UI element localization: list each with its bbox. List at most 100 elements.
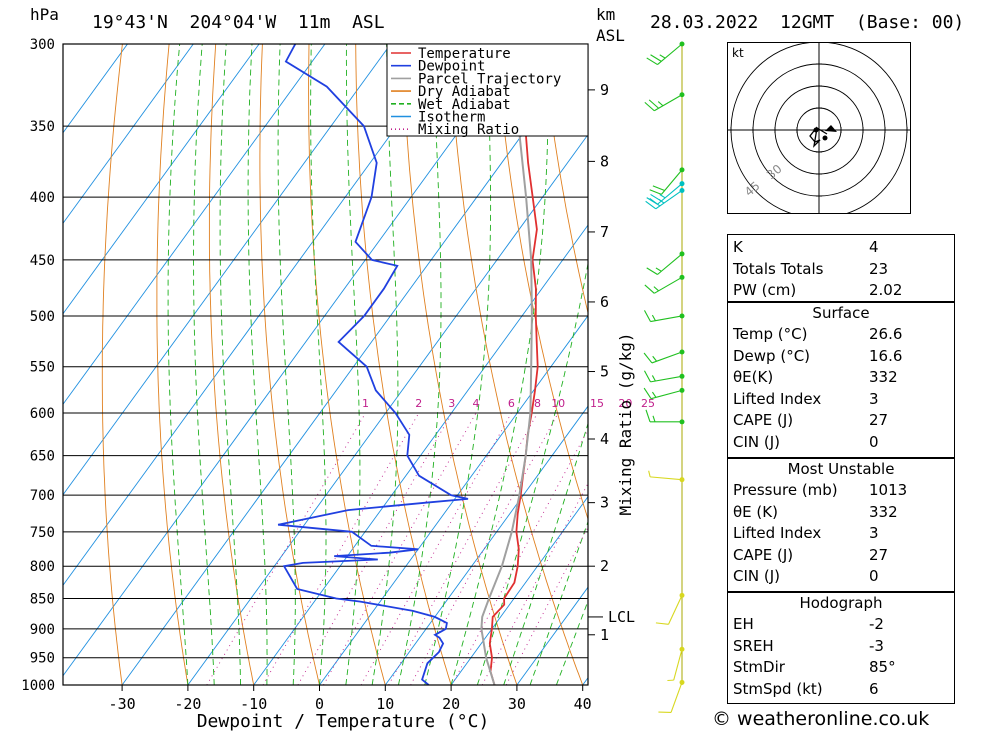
isotherm-line xyxy=(63,44,260,315)
pressure-tick-label: 400 xyxy=(30,190,55,206)
wind-barb xyxy=(645,409,685,425)
mixing-ratio-line xyxy=(410,412,559,685)
mixing-ratio-axis-title: Mixing Ratio (g/kg) xyxy=(616,332,635,515)
index-label: StmDir xyxy=(733,658,785,676)
wind-barb xyxy=(644,274,685,294)
profile-lines xyxy=(277,44,539,685)
index-row: Temp (°C) 26.6 xyxy=(728,324,954,346)
wind-barb xyxy=(643,370,685,383)
legend-item: Isotherm xyxy=(418,110,485,126)
indices-surface: Surface Temp (°C) 26.6 Dewp (°C) 16.6 θE(K) 33… xyxy=(727,302,955,458)
height-tick-label: 1 xyxy=(600,626,609,644)
index-value: 0 xyxy=(869,567,879,585)
indices-general: K 4 Totals Totals 23 PW (cm) 2.02 xyxy=(727,234,955,302)
wet-adiabat-line xyxy=(371,44,399,685)
index-label: StmSpd (kt) xyxy=(733,679,823,698)
indices-section-title: Hodograph xyxy=(799,594,883,612)
index-value: -2 xyxy=(869,615,884,633)
mixing-ratio-label: 15 xyxy=(590,397,604,410)
pressure-tick-label: 350 xyxy=(30,119,55,135)
isotherm-line xyxy=(384,405,588,685)
asl-unit: ASL xyxy=(596,26,625,45)
dry-adiabat-line xyxy=(401,44,518,685)
index-row: StmSpd (kt) 6 xyxy=(728,679,954,701)
pressure-tick-label: 600 xyxy=(30,406,55,422)
index-value: 4 xyxy=(869,238,879,256)
index-label: θE (K) xyxy=(733,502,778,521)
index-label: EH xyxy=(733,615,754,633)
index-row: θE (K) 332 xyxy=(728,502,954,524)
dry-adiabat-line xyxy=(962,44,1000,685)
pressure-tick-label: 750 xyxy=(30,525,55,541)
index-label: SREH xyxy=(733,636,774,655)
index-row: PW (cm) 2.02 xyxy=(728,280,954,302)
isotherm-line xyxy=(187,133,588,685)
index-value: 85° xyxy=(869,658,896,676)
height-tick-label: 4 xyxy=(600,430,609,448)
plot-frame xyxy=(62,43,589,686)
wet-adiabat-line xyxy=(167,44,189,685)
height-tick-label: 7 xyxy=(600,223,609,241)
index-row: Lifted Index 3 xyxy=(728,389,954,411)
dry-adiabat-line xyxy=(448,44,584,685)
mixing-ratio-line xyxy=(451,428,588,685)
isotherm-line xyxy=(63,44,194,225)
wind-barb-column xyxy=(643,41,685,713)
wet-adiabat-line xyxy=(450,44,549,685)
index-row: Lifted Index 3 xyxy=(728,523,954,545)
pressure-tick-label: 500 xyxy=(30,309,55,325)
hodograph-point xyxy=(822,135,828,141)
dry-adiabat-line xyxy=(101,44,123,685)
legend-item: Dry Adiabat xyxy=(418,84,511,100)
pressure-tick-label: 850 xyxy=(30,591,55,607)
lcl-label: LCL xyxy=(608,608,635,626)
wind-barb xyxy=(655,592,685,625)
isotherm-line xyxy=(63,44,128,134)
index-value: 3 xyxy=(869,524,879,542)
mixing-ratio-labels: 1 2 3 4 6 8 10 15 20 25 xyxy=(362,397,655,410)
temperature-tick-label: -10 xyxy=(240,695,267,713)
mixing-ratio-label: 6 xyxy=(508,397,515,410)
wet-adiabat-line xyxy=(503,421,588,685)
isotherm-line xyxy=(253,224,588,685)
isotherm-line xyxy=(63,44,523,677)
index-value: 6 xyxy=(869,679,879,698)
mixing-ratio-line xyxy=(323,412,477,685)
index-label: Totals Totals xyxy=(733,259,824,278)
legend-box xyxy=(386,43,589,137)
parcel-trajectory xyxy=(480,44,533,685)
indices-hodograph: Hodograph EH -2 SREH -3 StmDir 85° StmSpd (kt) 6 xyxy=(727,592,955,704)
index-value: 27 xyxy=(869,545,889,564)
pressure-tick-label: 1000 xyxy=(21,678,55,694)
index-label: CIN (J) xyxy=(733,432,781,451)
index-label: PW (cm) xyxy=(733,281,797,299)
index-value: 26.6 xyxy=(869,325,903,343)
index-row: CIN (J) 0 xyxy=(728,566,954,588)
index-value: 332 xyxy=(869,502,898,521)
height-tick-label: 3 xyxy=(600,494,609,512)
isotherm-line xyxy=(63,44,326,406)
index-row: StmDir 85° xyxy=(728,657,954,679)
index-row: Pressure (mb) 1013 xyxy=(728,480,954,502)
pressure-tick-label: 650 xyxy=(30,449,55,465)
index-value: 332 xyxy=(869,368,898,386)
index-label: Lifted Index xyxy=(733,389,822,408)
pressure-tick-label: 300 xyxy=(30,37,55,53)
index-row: EH -2 xyxy=(728,614,954,636)
wet-adiabat-line xyxy=(529,520,588,685)
temperature-tick-label: 20 xyxy=(442,695,460,713)
mixing-ratio-label: 25 xyxy=(641,397,655,410)
dry-adiabat-line xyxy=(541,44,588,315)
temperature-axis: -30 -20 -10 0 10 20 30 40 xyxy=(109,685,592,713)
wind-barb xyxy=(649,167,685,195)
height-tick-label: 2 xyxy=(600,557,609,575)
copyright-footer: © weatheronline.co.uk xyxy=(712,708,930,730)
wind-barb xyxy=(646,251,685,275)
mixing-ratio-label: 3 xyxy=(448,397,455,410)
hodograph-unit: kt xyxy=(732,46,744,60)
wind-barb xyxy=(645,187,685,210)
legend-item: Mixing Ratio xyxy=(418,122,519,138)
